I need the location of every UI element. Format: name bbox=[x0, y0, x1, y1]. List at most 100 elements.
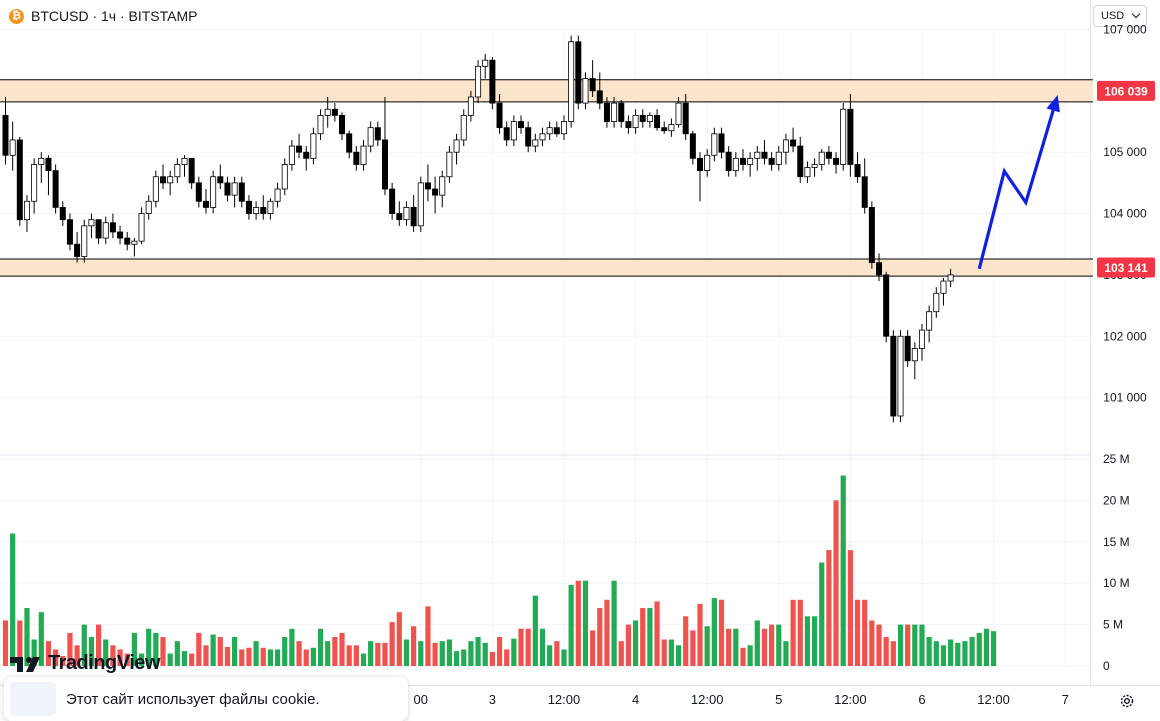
volume-bar bbox=[661, 639, 667, 666]
candle bbox=[281, 158, 288, 196]
volume-bar bbox=[375, 642, 381, 666]
candle bbox=[267, 198, 274, 220]
candle bbox=[95, 219, 102, 245]
volume-bar bbox=[38, 612, 44, 666]
candle-body bbox=[360, 145, 367, 165]
candle-body bbox=[503, 127, 510, 141]
candle-body bbox=[432, 188, 439, 196]
price-tag-label: 106 039 bbox=[1104, 84, 1148, 98]
time-tick-label: 5 bbox=[775, 692, 782, 707]
candle bbox=[381, 96, 388, 196]
cookie-banner[interactable]: Этот сайт использует файлы cookie. bbox=[4, 677, 408, 721]
zone-price-tag: 103 141 bbox=[1097, 257, 1155, 278]
candle bbox=[761, 139, 768, 165]
chart-header: ₿ BTCUSD · 1ч · BITSTAMP bbox=[0, 0, 1090, 32]
symbol-title[interactable]: BTCUSD · 1ч · BITSTAMP bbox=[31, 8, 198, 24]
volume-bar bbox=[675, 645, 682, 666]
time-tick-label: 12:00 bbox=[691, 692, 724, 707]
time-tick-label: 12:00 bbox=[977, 692, 1010, 707]
volume-bar bbox=[224, 646, 231, 666]
volume-bar bbox=[554, 641, 560, 666]
candle bbox=[310, 127, 317, 165]
candle-body bbox=[854, 164, 861, 178]
candle-body bbox=[188, 157, 195, 184]
candle-body bbox=[661, 127, 668, 132]
volume-bar bbox=[453, 651, 460, 666]
candle bbox=[697, 152, 704, 202]
candle bbox=[260, 195, 267, 220]
time-tick-label: 7 bbox=[1062, 692, 1069, 707]
candle-body bbox=[109, 222, 116, 233]
volume-bar bbox=[654, 601, 660, 666]
candle bbox=[496, 93, 503, 134]
candle-body bbox=[303, 151, 310, 159]
candle bbox=[109, 213, 116, 239]
candle bbox=[632, 109, 639, 134]
candle bbox=[288, 139, 295, 171]
candle bbox=[768, 152, 775, 171]
candle bbox=[904, 330, 911, 367]
candle bbox=[775, 146, 782, 171]
candle-body bbox=[568, 41, 575, 122]
volume-bar bbox=[604, 599, 610, 666]
candle bbox=[296, 133, 303, 159]
currency-select[interactable]: USD bbox=[1093, 5, 1147, 27]
volume-bar bbox=[840, 475, 846, 666]
candle-body bbox=[725, 151, 732, 172]
time-tick-label: 3 bbox=[489, 692, 496, 707]
candle-body bbox=[453, 139, 460, 153]
volume-bar bbox=[10, 533, 16, 666]
volume-bar bbox=[88, 637, 95, 666]
candle bbox=[725, 146, 732, 177]
candle bbox=[797, 136, 804, 183]
volume-bar bbox=[919, 624, 925, 666]
candle bbox=[940, 277, 947, 306]
volume-bar bbox=[425, 606, 431, 666]
candle bbox=[324, 96, 331, 128]
volume-bar bbox=[432, 642, 438, 666]
candle bbox=[618, 100, 625, 128]
candle bbox=[66, 213, 73, 251]
candle-body bbox=[682, 102, 689, 135]
candle-body bbox=[117, 231, 124, 239]
candle bbox=[367, 121, 374, 153]
candle-body bbox=[546, 127, 553, 135]
volume-bar bbox=[618, 641, 624, 666]
candle-body bbox=[775, 151, 782, 165]
volume-bar bbox=[303, 649, 309, 666]
candle bbox=[675, 96, 682, 128]
candle-body bbox=[947, 274, 954, 282]
volume-bar bbox=[590, 630, 596, 666]
candle-body bbox=[883, 274, 890, 337]
volume-bar bbox=[819, 562, 825, 666]
tradingview-logo[interactable]: TradingView bbox=[10, 652, 160, 675]
candle bbox=[245, 195, 252, 220]
candle bbox=[410, 195, 417, 232]
candle bbox=[582, 72, 589, 110]
volume-bar bbox=[117, 649, 123, 666]
volume-bar bbox=[239, 649, 245, 666]
candle bbox=[432, 176, 439, 214]
volume-bar bbox=[568, 584, 574, 666]
candle-body bbox=[23, 200, 30, 221]
volume-bar bbox=[876, 624, 882, 666]
candle bbox=[668, 118, 675, 137]
candle bbox=[74, 231, 81, 263]
volume-bar bbox=[761, 628, 768, 666]
candle bbox=[360, 139, 367, 171]
candle bbox=[933, 287, 940, 318]
settings-button[interactable] bbox=[1118, 692, 1136, 710]
candle-body bbox=[174, 164, 181, 178]
volume-bar bbox=[368, 641, 374, 666]
price-tick-label: 107 000 bbox=[1103, 23, 1147, 37]
volume-bar bbox=[747, 645, 753, 666]
volume-bar bbox=[668, 639, 674, 666]
volume-bar bbox=[267, 649, 274, 666]
price-tag-box bbox=[1097, 257, 1155, 278]
cookie-text: Этот сайт использует файлы cookie. bbox=[66, 690, 320, 708]
candle bbox=[59, 201, 66, 226]
candle bbox=[625, 115, 632, 134]
candle bbox=[876, 253, 883, 282]
